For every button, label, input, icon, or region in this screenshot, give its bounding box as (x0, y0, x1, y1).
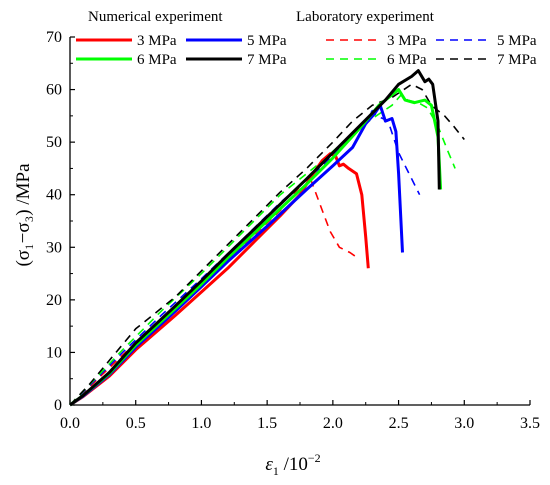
x-tick-label: 3.5 (520, 415, 540, 432)
x-axis-label-exp: −2 (308, 451, 321, 465)
x-axis-label-unit: /10 (279, 454, 308, 475)
series-line-numerical-7mpa (69, 69, 441, 407)
y-tick-label: 30 (46, 239, 62, 256)
legend: Numerical experiment Laboratory experimen… (76, 9, 537, 68)
x-tick-label: 0.5 (126, 415, 146, 432)
y-tick-label: 60 (46, 82, 62, 99)
series-line-numerical-6mpa (69, 88, 443, 407)
legend-title-numerical: Numerical experiment (88, 9, 223, 25)
y-tick-label: 40 (46, 187, 62, 204)
legend-label-numerical-6mpa: 6 MPa (137, 52, 177, 68)
y-tick-label: 20 (46, 292, 62, 309)
series-layer (69, 69, 465, 407)
legend-label-laboratory-6mpa: 6 MPa (387, 52, 427, 68)
y-tick-label: 0 (54, 397, 62, 414)
legend-label-laboratory-5mpa: 5 MPa (497, 33, 537, 49)
x-tick-label: 2.5 (389, 415, 409, 432)
x-tick-label: 1.0 (191, 415, 211, 432)
legend-label-numerical-3mpa: 3 MPa (137, 33, 177, 49)
legend-label-laboratory-7mpa: 7 MPa (497, 52, 537, 68)
x-tick-label: 3.0 (454, 415, 474, 432)
x-axis-label: ε1 /10−2 (265, 451, 320, 478)
legend-title-laboratory: Laboratory experiment (296, 9, 435, 25)
y-tick-label: 10 (46, 344, 62, 361)
y-tick-label: 70 (46, 29, 62, 46)
y-tick-label: 50 (46, 134, 62, 151)
y-axis-label: (σ₁−σ₃) /MPa (13, 163, 34, 267)
x-tick-label: 0.0 (60, 415, 80, 432)
x-axis-label-sub: 1 (273, 464, 279, 478)
x-tick-label: 1.5 (257, 415, 277, 432)
axes: 0.0 0.5 1.0 1.5 2.0 2.5 3.0 3.5 0 10 20 30 40 50 60 70 (46, 29, 540, 432)
series-line-laboratory-7mpa (69, 83, 465, 406)
legend-label-numerical-5mpa: 5 MPa (247, 33, 287, 49)
legend-label-numerical-7mpa: 7 MPa (247, 52, 287, 68)
x-axis-label-symbol: ε (265, 454, 273, 475)
legend-label-laboratory-3mpa: 3 MPa (387, 33, 427, 49)
x-tick-label: 2.0 (323, 415, 343, 432)
